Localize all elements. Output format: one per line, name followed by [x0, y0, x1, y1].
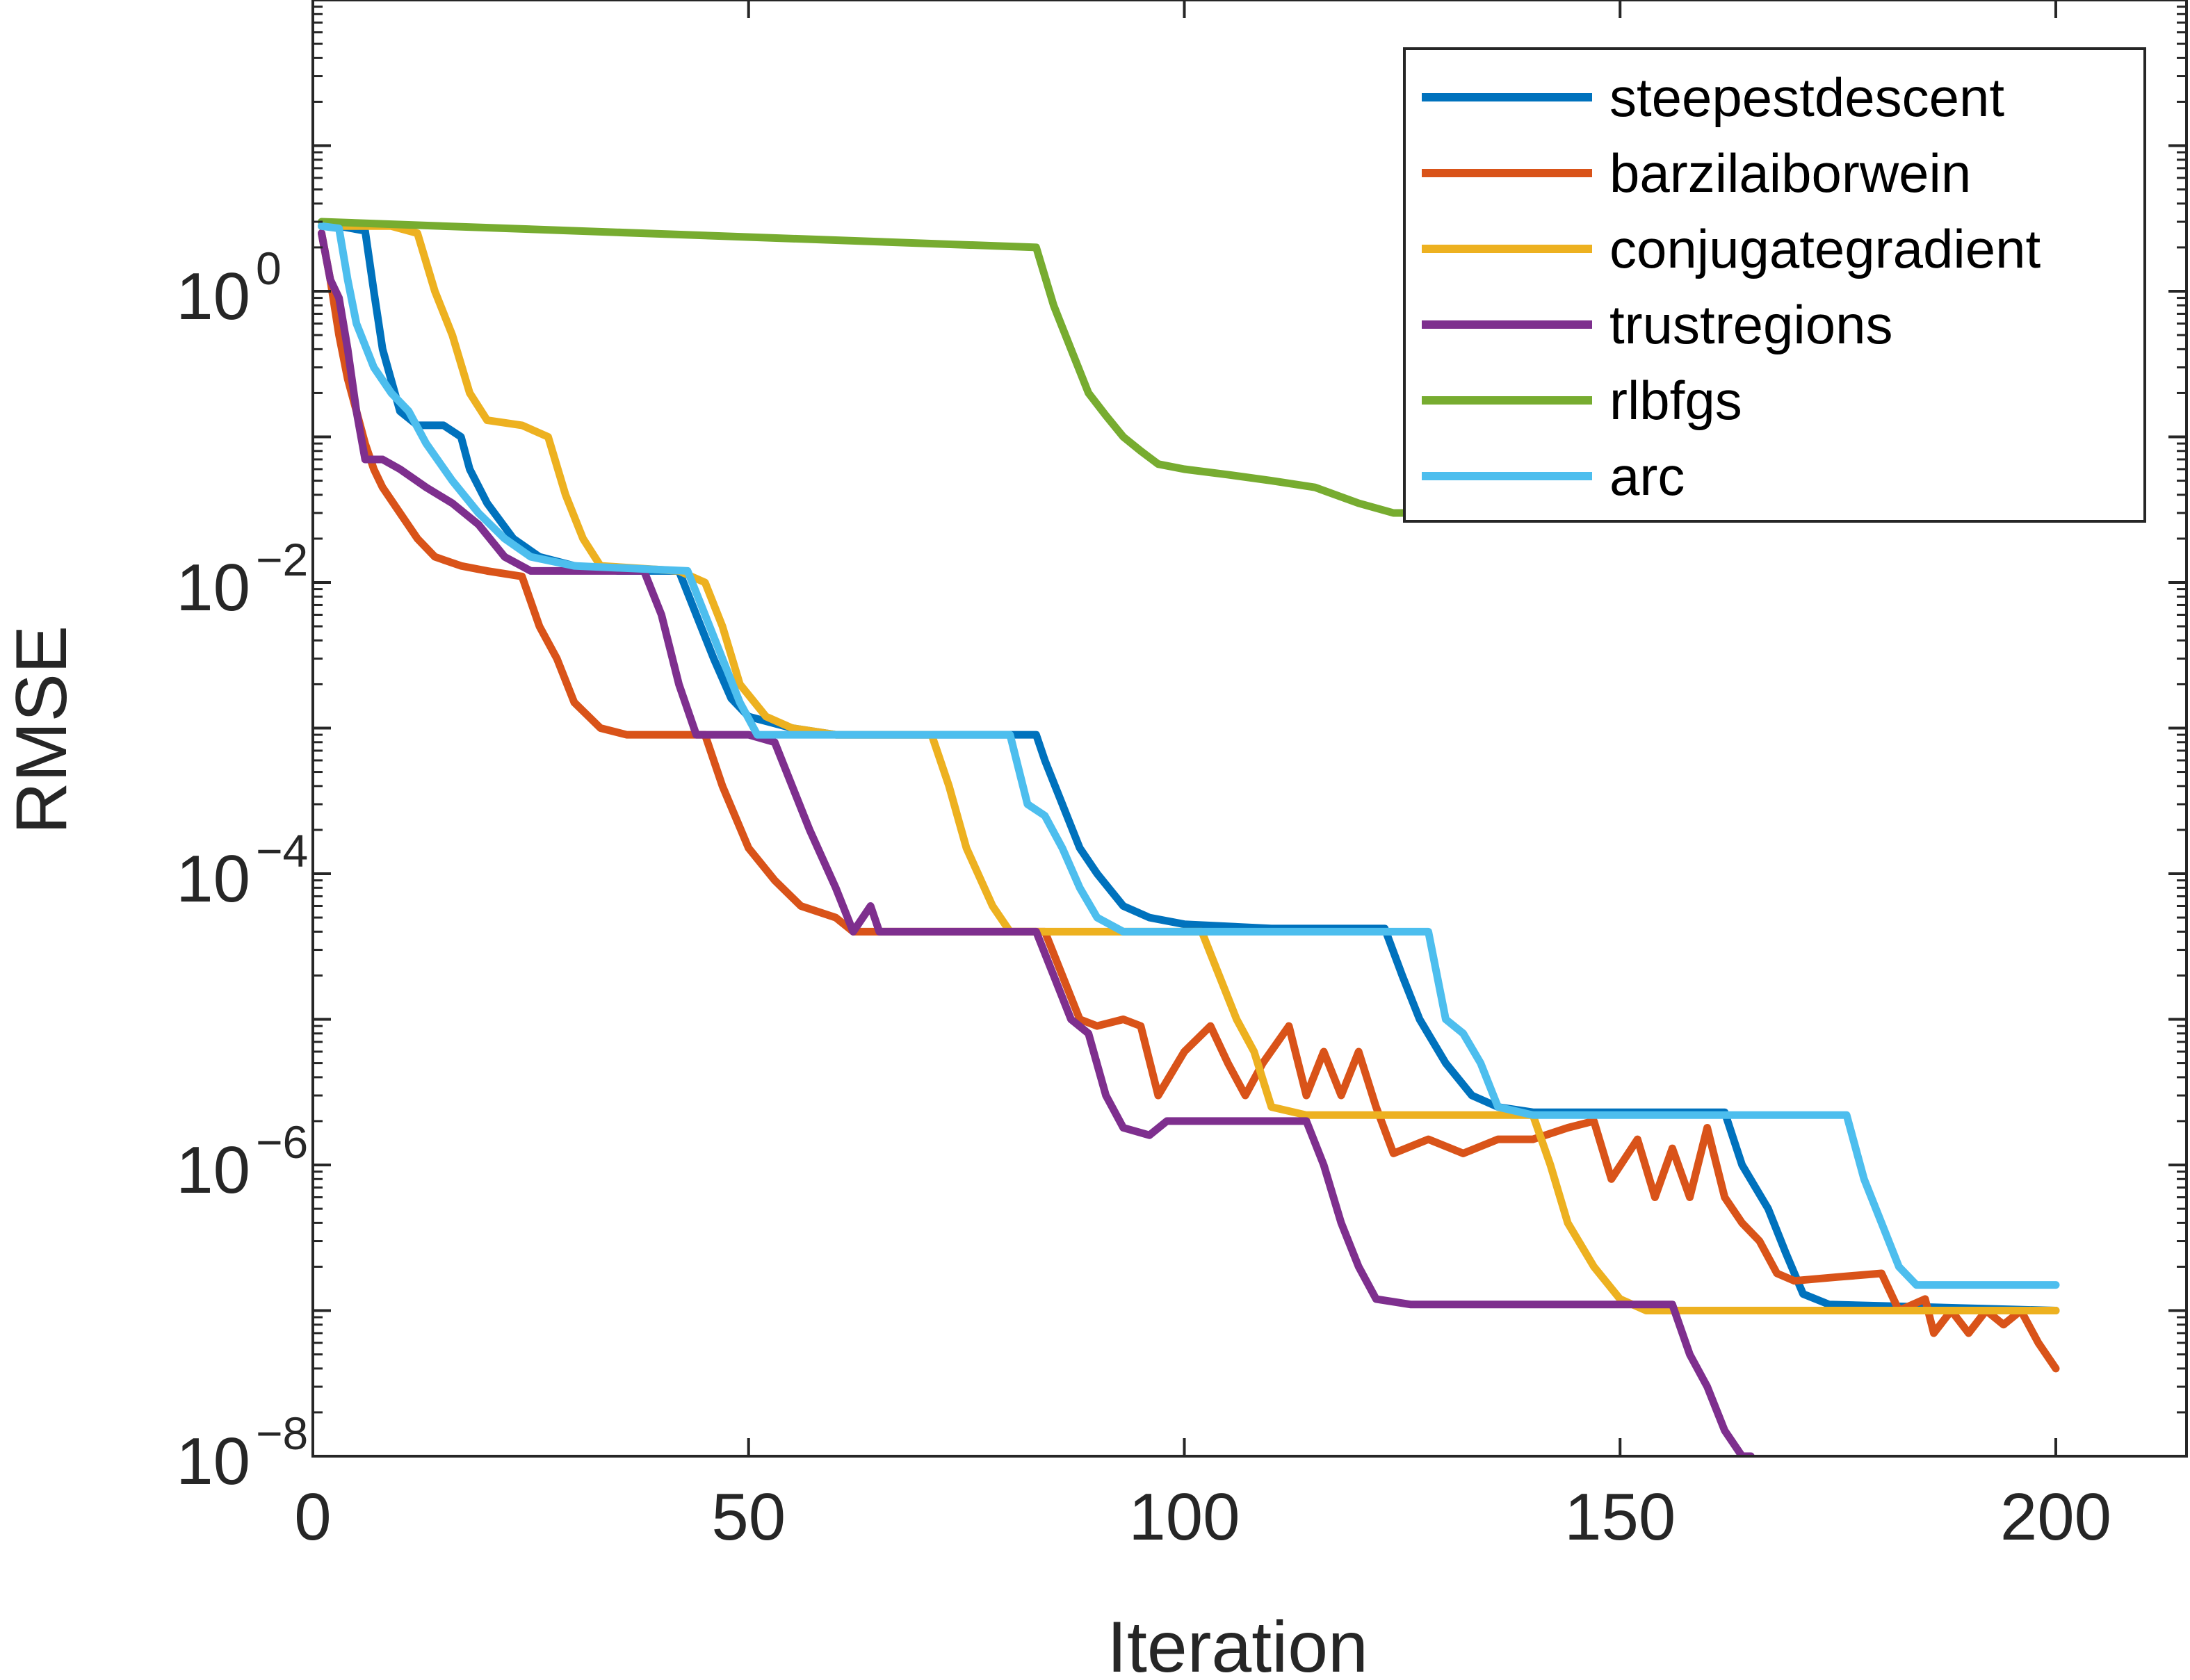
- legend-label-trustregions: trustregions: [1609, 294, 1893, 355]
- legend-label-steepestdescent: steepestdescent: [1609, 67, 2004, 128]
- y-tick-label-exponent: −2: [256, 534, 308, 585]
- x-tick-label: 100: [1128, 1480, 1240, 1554]
- y-tick-label-exponent: −8: [256, 1408, 308, 1459]
- legend-label-arc: arc: [1609, 446, 1685, 507]
- y-tick-label: 10: [176, 1424, 250, 1499]
- x-tick-label: 50: [711, 1480, 786, 1554]
- series-line-arc: [318, 222, 2060, 1289]
- y-tick-label: 10: [176, 551, 250, 625]
- x-axis-label: Iteration: [1107, 1607, 1368, 1680]
- tick-layer: [311, 0, 2187, 1458]
- legend-entries: steepestdescent barzilaiborwein conjugateg…: [1422, 67, 2041, 507]
- y-tick-label-exponent: −4: [256, 825, 308, 876]
- y-tick-label: 10: [176, 259, 250, 334]
- legend-label-rlbfgs: rlbfgs: [1609, 370, 1742, 431]
- x-tick-label: 0: [294, 1480, 331, 1554]
- legend-label-conjugategradient: conjugategradient: [1609, 218, 2041, 279]
- y-tick-label-exponent: 0: [256, 243, 282, 294]
- legend-label-barzilaiborwein: barzilaiborwein: [1609, 142, 1971, 204]
- series-line-barzilaiborwein: [318, 229, 2060, 1373]
- y-tick-label-exponent: −6: [256, 1116, 308, 1168]
- legend-box: [1403, 47, 2146, 523]
- y-axis-label: RMSE: [1, 626, 82, 834]
- y-tick-label: 10: [176, 1133, 250, 1207]
- x-tick-label: 200: [2000, 1480, 2111, 1554]
- series-line-rlbfgs: [318, 218, 1415, 517]
- y-tick-label: 10: [176, 842, 250, 916]
- series-line-trustregions: [318, 229, 1755, 1456]
- x-tick-label: 150: [1564, 1480, 1676, 1554]
- series-layer: [318, 218, 2060, 1456]
- legend: steepestdescent barzilaiborwein conjugateg…: [1403, 47, 2146, 523]
